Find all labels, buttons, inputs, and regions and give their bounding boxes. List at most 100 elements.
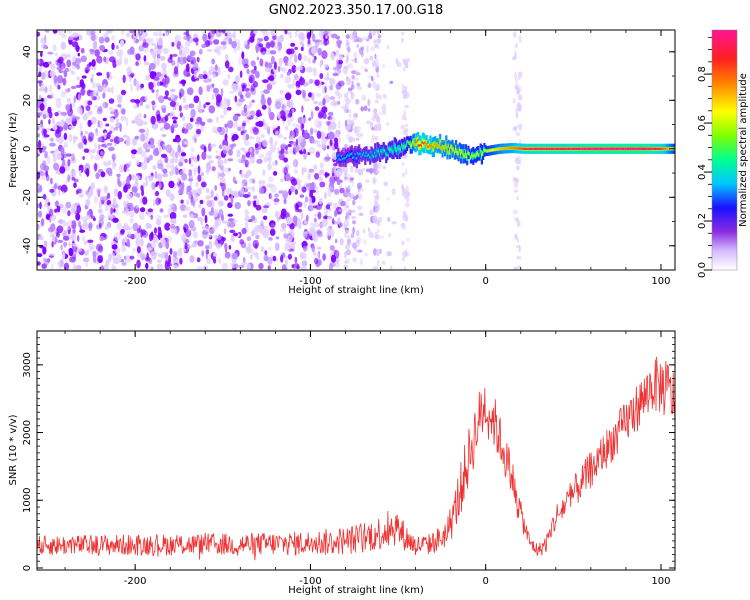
noise-speckle: [306, 66, 313, 73]
signal-core: [661, 147, 664, 150]
signal-core: [434, 143, 437, 146]
noise-streak-speckle: [402, 210, 407, 218]
signal-core: [480, 153, 483, 156]
noise-speckle: [188, 193, 192, 200]
noise-speckle: [301, 186, 307, 193]
noise-speckle: [57, 203, 63, 207]
noise-speckle: [37, 133, 40, 138]
noise-speckle: [294, 189, 299, 195]
signal-core: [563, 147, 566, 150]
noise-speckle: [60, 184, 68, 193]
noise-speckle: [358, 212, 364, 216]
noise-speckle: [206, 258, 212, 265]
noise-speckle: [285, 145, 289, 151]
noise-speckle: [363, 239, 367, 246]
signal-core: [504, 147, 507, 150]
noise-streak-speckle: [515, 132, 521, 137]
noise-speckle: [270, 223, 276, 230]
noise-speckle: [330, 121, 337, 130]
noise-speckle: [270, 30, 277, 36]
noise-speckle: [221, 214, 224, 222]
noise-speckle: [367, 227, 371, 232]
noise-speckle: [60, 66, 64, 72]
signal-core: [397, 146, 400, 149]
noise-speckle: [259, 58, 264, 67]
noise-speckle: [161, 168, 165, 172]
noise-speckle: [355, 72, 361, 76]
noise-speckle: [255, 70, 260, 79]
noise-speckle: [121, 108, 126, 115]
noise-speckle: [149, 175, 154, 180]
noise-speckle: [153, 124, 157, 130]
noise-speckle: [140, 161, 148, 171]
noise-speckle: [350, 84, 354, 90]
signal-core: [398, 148, 401, 151]
noise-speckle: [75, 190, 79, 195]
noise-speckle: [334, 238, 338, 244]
noise-speckle: [349, 136, 354, 142]
signal-core: [525, 147, 528, 150]
signal-core: [383, 149, 387, 152]
noise-speckle: [318, 48, 322, 56]
noise-streak-speckle: [406, 252, 410, 257]
noise-speckle: [50, 264, 54, 270]
noise-speckle: [270, 55, 275, 65]
noise-speckle: [350, 233, 355, 239]
noise-speckle: [260, 97, 267, 106]
noise-speckle: [155, 49, 163, 55]
noise-streak-speckle: [515, 113, 519, 119]
noise-speckle: [47, 202, 51, 206]
noise-speckle: [114, 232, 121, 242]
noise-speckle: [269, 193, 274, 200]
noise-speckle: [312, 33, 316, 42]
noise-speckle: [349, 193, 355, 197]
noise-speckle: [155, 71, 162, 78]
noise-speckle: [136, 259, 141, 269]
signal-core: [645, 147, 648, 150]
noise-speckle: [105, 259, 110, 267]
noise-speckle: [165, 189, 171, 197]
noise-speckle: [97, 85, 104, 93]
noise-speckle: [176, 61, 180, 69]
noise-speckle: [302, 133, 309, 139]
signal-core: [619, 147, 622, 150]
noise-streak-speckle: [373, 163, 378, 169]
noise-speckle: [353, 113, 358, 121]
noise-speckle: [67, 35, 75, 41]
noise-speckle: [102, 117, 107, 122]
noise-speckle: [330, 262, 336, 267]
noise-streak-speckle: [513, 189, 518, 193]
noise-speckle: [40, 51, 43, 58]
noise-speckle: [80, 87, 86, 96]
noise-speckle: [346, 205, 350, 209]
signal-core: [445, 143, 448, 146]
noise-speckle: [151, 182, 156, 190]
noise-speckle: [72, 32, 79, 38]
noise-speckle: [155, 110, 161, 119]
noise-speckle: [37, 58, 41, 66]
signal-core: [630, 147, 633, 150]
noise-speckle: [289, 34, 292, 39]
noise-speckle: [247, 219, 253, 223]
noise-speckle: [332, 72, 339, 77]
noise-speckle: [367, 108, 371, 112]
noise-speckle: [349, 177, 354, 181]
noise-speckle: [344, 191, 351, 197]
noise-speckle: [311, 46, 317, 55]
signal-core: [634, 147, 637, 150]
noise-speckle: [294, 66, 300, 72]
signal-core: [374, 151, 377, 154]
noise-streak-speckle: [517, 265, 521, 270]
noise-speckle: [357, 184, 361, 193]
signal-core: [522, 147, 525, 150]
noise-speckle: [232, 114, 239, 122]
signal-core: [610, 147, 614, 150]
noise-speckle: [335, 168, 343, 178]
noise-speckle: [263, 226, 269, 234]
noise-speckle: [261, 104, 267, 110]
noise-speckle: [70, 70, 75, 75]
noise-speckle: [164, 76, 170, 85]
noise-speckle: [87, 100, 93, 106]
noise-speckle: [325, 204, 331, 210]
